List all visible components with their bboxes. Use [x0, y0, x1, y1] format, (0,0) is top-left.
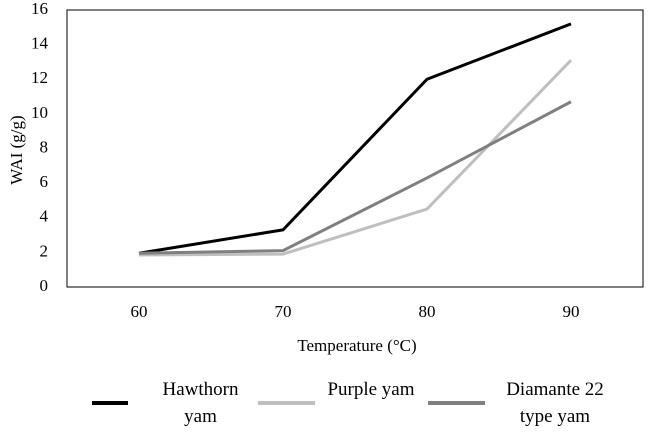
legend-label: Purple yam	[327, 379, 415, 400]
y-tick-label: 2	[40, 241, 49, 260]
legend-label: Diamante 22 type yam	[506, 379, 604, 427]
y-tick-label: 6	[40, 172, 49, 191]
legend-swatch	[428, 401, 485, 405]
y-tick-label: 8	[40, 137, 49, 156]
series-line	[138, 59, 573, 257]
x-tick-label: 80	[419, 302, 436, 321]
y-axis-label: WAI (g/g)	[7, 115, 26, 184]
plot-frame	[66, 9, 644, 288]
chart: WAI (g/g) Temperature (°C) 0 2 4 6 8 10 12 14 16…	[7, 0, 644, 355]
y-tick-label: 10	[31, 103, 48, 122]
legend-swatch	[92, 401, 128, 405]
x-axis-label: Temperature (°C)	[297, 336, 416, 355]
legend-label: Hawthorn yam	[162, 379, 239, 427]
y-tick-label: 16	[31, 0, 48, 18]
y-tick-label: 14	[31, 34, 49, 53]
x-tick-label: 60	[131, 302, 148, 321]
series-line	[138, 22, 572, 255]
y-tick-label: 4	[40, 207, 49, 226]
x-tick-label: 70	[275, 302, 292, 321]
x-tick-label: 90	[563, 302, 580, 321]
y-tick-label: 0	[40, 276, 49, 295]
y-tick-label: 12	[31, 68, 48, 87]
legend-swatch	[258, 401, 315, 405]
series-line	[138, 100, 572, 255]
